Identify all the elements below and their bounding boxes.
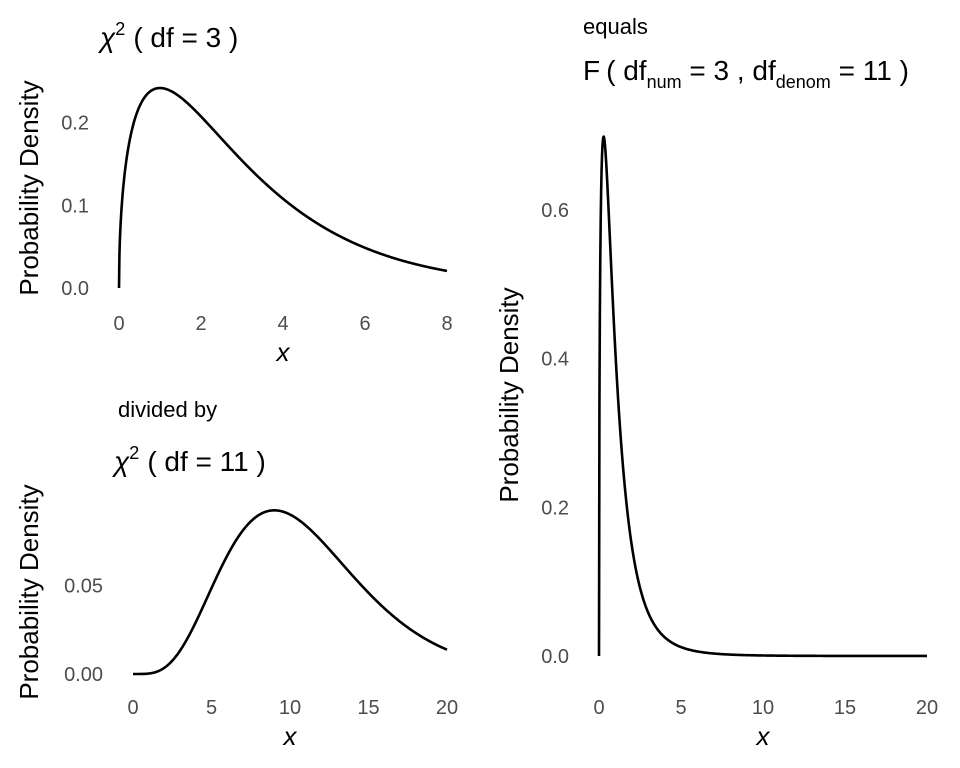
chisq11-ylabel: Probability Density (14, 484, 44, 699)
x-tick-label: 6 (359, 313, 370, 335)
f-ticks: 0 5 10 15 20 0.0 0.2 0.4 0.6 (541, 200, 938, 719)
chisq11-title-text: ( df = 11 ) (147, 446, 266, 477)
chisq11-title-sup: 2 (129, 443, 139, 463)
chisq3-ylabel: Probability Density (14, 80, 44, 295)
x-tick-label: 20 (916, 697, 938, 719)
panel-f: equals F( dfnum = 3 , dfdenom = 11 ) Pro… (494, 14, 938, 751)
x-tick-label: 2 (195, 313, 206, 335)
x-tick-label: 0 (127, 697, 138, 719)
y-tick-label: 0.0 (541, 646, 569, 668)
chisq3-xlabel: x (275, 337, 291, 367)
panel-chisq11: divided by χ2 ( df = 11 ) Probability Den… (14, 397, 458, 751)
chisq11-xlabel: x (282, 721, 298, 751)
x-tick-label: 8 (441, 313, 452, 335)
x-tick-label: 5 (675, 697, 686, 719)
chisq3-title-text: ( df = 3 ) (133, 22, 238, 53)
chisq3-title-symbol: χ (97, 22, 116, 53)
y-tick-label: 0.0 (61, 278, 89, 300)
chisq3-density-curve (117, 86, 448, 289)
x-tick-label: 0 (593, 697, 604, 719)
f-ylabel: Probability Density (494, 287, 524, 502)
f-title-end: = 11 ) (831, 55, 909, 86)
chisq11-prefix: divided by (118, 397, 217, 422)
f-title-sub-num: num (647, 72, 682, 92)
y-tick-label: 0.4 (541, 349, 569, 371)
chisq11-density-curve (132, 509, 448, 676)
x-tick-label: 15 (834, 697, 856, 719)
f-title-sub-denom: denom (776, 72, 831, 92)
chisq3-title-sup: 2 (115, 19, 125, 39)
x-tick-label: 10 (752, 697, 774, 719)
f-title-open: ( df (606, 55, 647, 86)
x-tick-label: 10 (279, 697, 301, 719)
chisq11-title-symbol: χ (111, 446, 130, 477)
y-tick-label: 0.6 (541, 200, 569, 222)
y-tick-label: 0.05 (64, 575, 103, 597)
x-tick-label: 4 (277, 313, 288, 335)
x-tick-label: 15 (357, 697, 379, 719)
y-tick-label: 0.1 (61, 195, 89, 217)
y-tick-label: 0.2 (541, 497, 569, 519)
f-title-mid: = 3 , df (682, 55, 776, 86)
f-title: F( dfnum = 3 , dfdenom = 11 ) (583, 55, 909, 92)
x-tick-label: 5 (206, 697, 217, 719)
f-density-curve (597, 135, 928, 658)
f-xlabel: x (755, 721, 771, 751)
f-prefix: equals (583, 14, 648, 39)
y-tick-label: 0.00 (64, 664, 103, 686)
y-tick-label: 0.2 (61, 113, 89, 135)
x-tick-label: 0 (113, 313, 124, 335)
f-title-symbol: F (583, 55, 600, 86)
chisq3-title: χ2 ( df = 3 ) (97, 19, 238, 53)
chisq11-title: χ2 ( df = 11 ) (111, 443, 266, 477)
x-tick-label: 20 (436, 697, 458, 719)
chisq3-ticks: 0 2 4 6 8 0.0 0.1 0.2 (61, 113, 452, 335)
chisq11-ticks: 0 5 10 15 20 0.00 0.05 (64, 575, 458, 719)
